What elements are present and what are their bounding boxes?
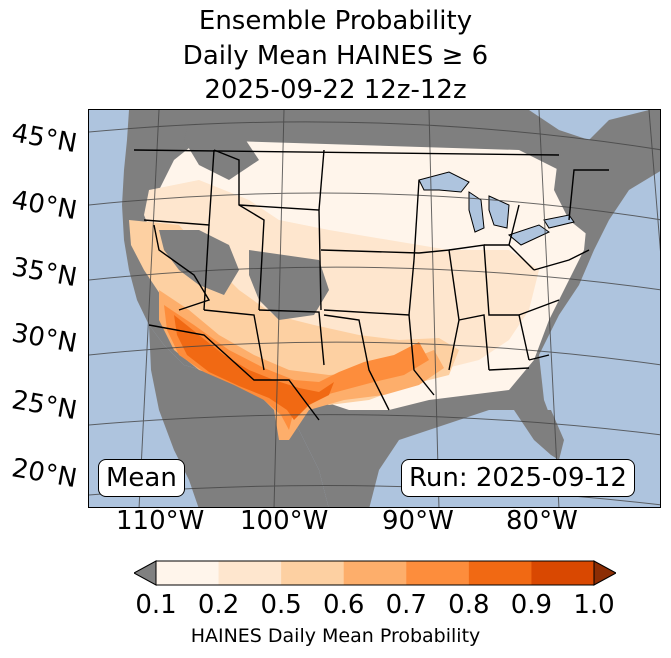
prob-0-8 (174, 315, 334, 420)
colorbar-under-arrow (134, 560, 157, 586)
colorbar-tick-label: 0.7 (385, 590, 427, 620)
run-label-box: Run: 2025-09-12 (401, 459, 635, 497)
colorbar-segment (156, 561, 220, 585)
title-line-1: Ensemble Probability (198, 6, 473, 36)
lon-label-80: 80°W (506, 506, 578, 536)
colorbar-tick-label: 1.0 (573, 590, 615, 620)
lon-label-90: 90°W (382, 506, 454, 536)
colorbar-tick-label: 0.8 (448, 590, 490, 620)
great-lakes (418, 171, 575, 246)
title-line-3: 2025-09-22 12z-12z (204, 75, 467, 105)
lon-label-110: 110°W (116, 506, 205, 536)
lat-label-35: 35°N (9, 252, 80, 294)
colorbar-outline (155, 560, 595, 586)
colorbar-over-arrow (593, 560, 616, 586)
colorbar-segments (156, 561, 595, 585)
map-canvas (89, 110, 660, 507)
graticule (89, 110, 660, 507)
colorbar-segment (343, 561, 407, 585)
colorbar-tick-label: 0.5 (260, 590, 302, 620)
colorbar-segment (218, 561, 282, 585)
map-panel (88, 109, 661, 508)
masked-interior-1 (159, 230, 239, 295)
colorbar-segment (406, 561, 470, 585)
lat-label-45: 45°N (9, 118, 80, 160)
colorbar-label: HAINES Daily Mean Probability (190, 625, 481, 647)
lat-label-40: 40°N (9, 185, 80, 227)
masked-interior-3 (184, 120, 259, 180)
lat-label-30: 30°N (9, 318, 80, 360)
colorbar (134, 560, 616, 586)
lat-label-25: 25°N (9, 385, 80, 427)
title-line-2: Daily Mean HAINES ≥ 6 (182, 41, 489, 71)
colorbar-tick-label: 0.6 (323, 590, 365, 620)
colorbar-tick-label: 0.9 (510, 590, 553, 620)
colorbar-tick-label: 0.2 (197, 590, 240, 620)
colorbar-segment (468, 561, 532, 585)
colorbar-segment (531, 561, 595, 585)
lon-label-100: 100°W (240, 506, 329, 536)
colorbar-segment (281, 561, 345, 585)
stat-label-box: Mean (98, 459, 185, 497)
lat-label-20: 20°N (9, 453, 80, 495)
colorbar-tick-label: 0.1 (135, 590, 177, 620)
state-borders (133, 149, 609, 421)
